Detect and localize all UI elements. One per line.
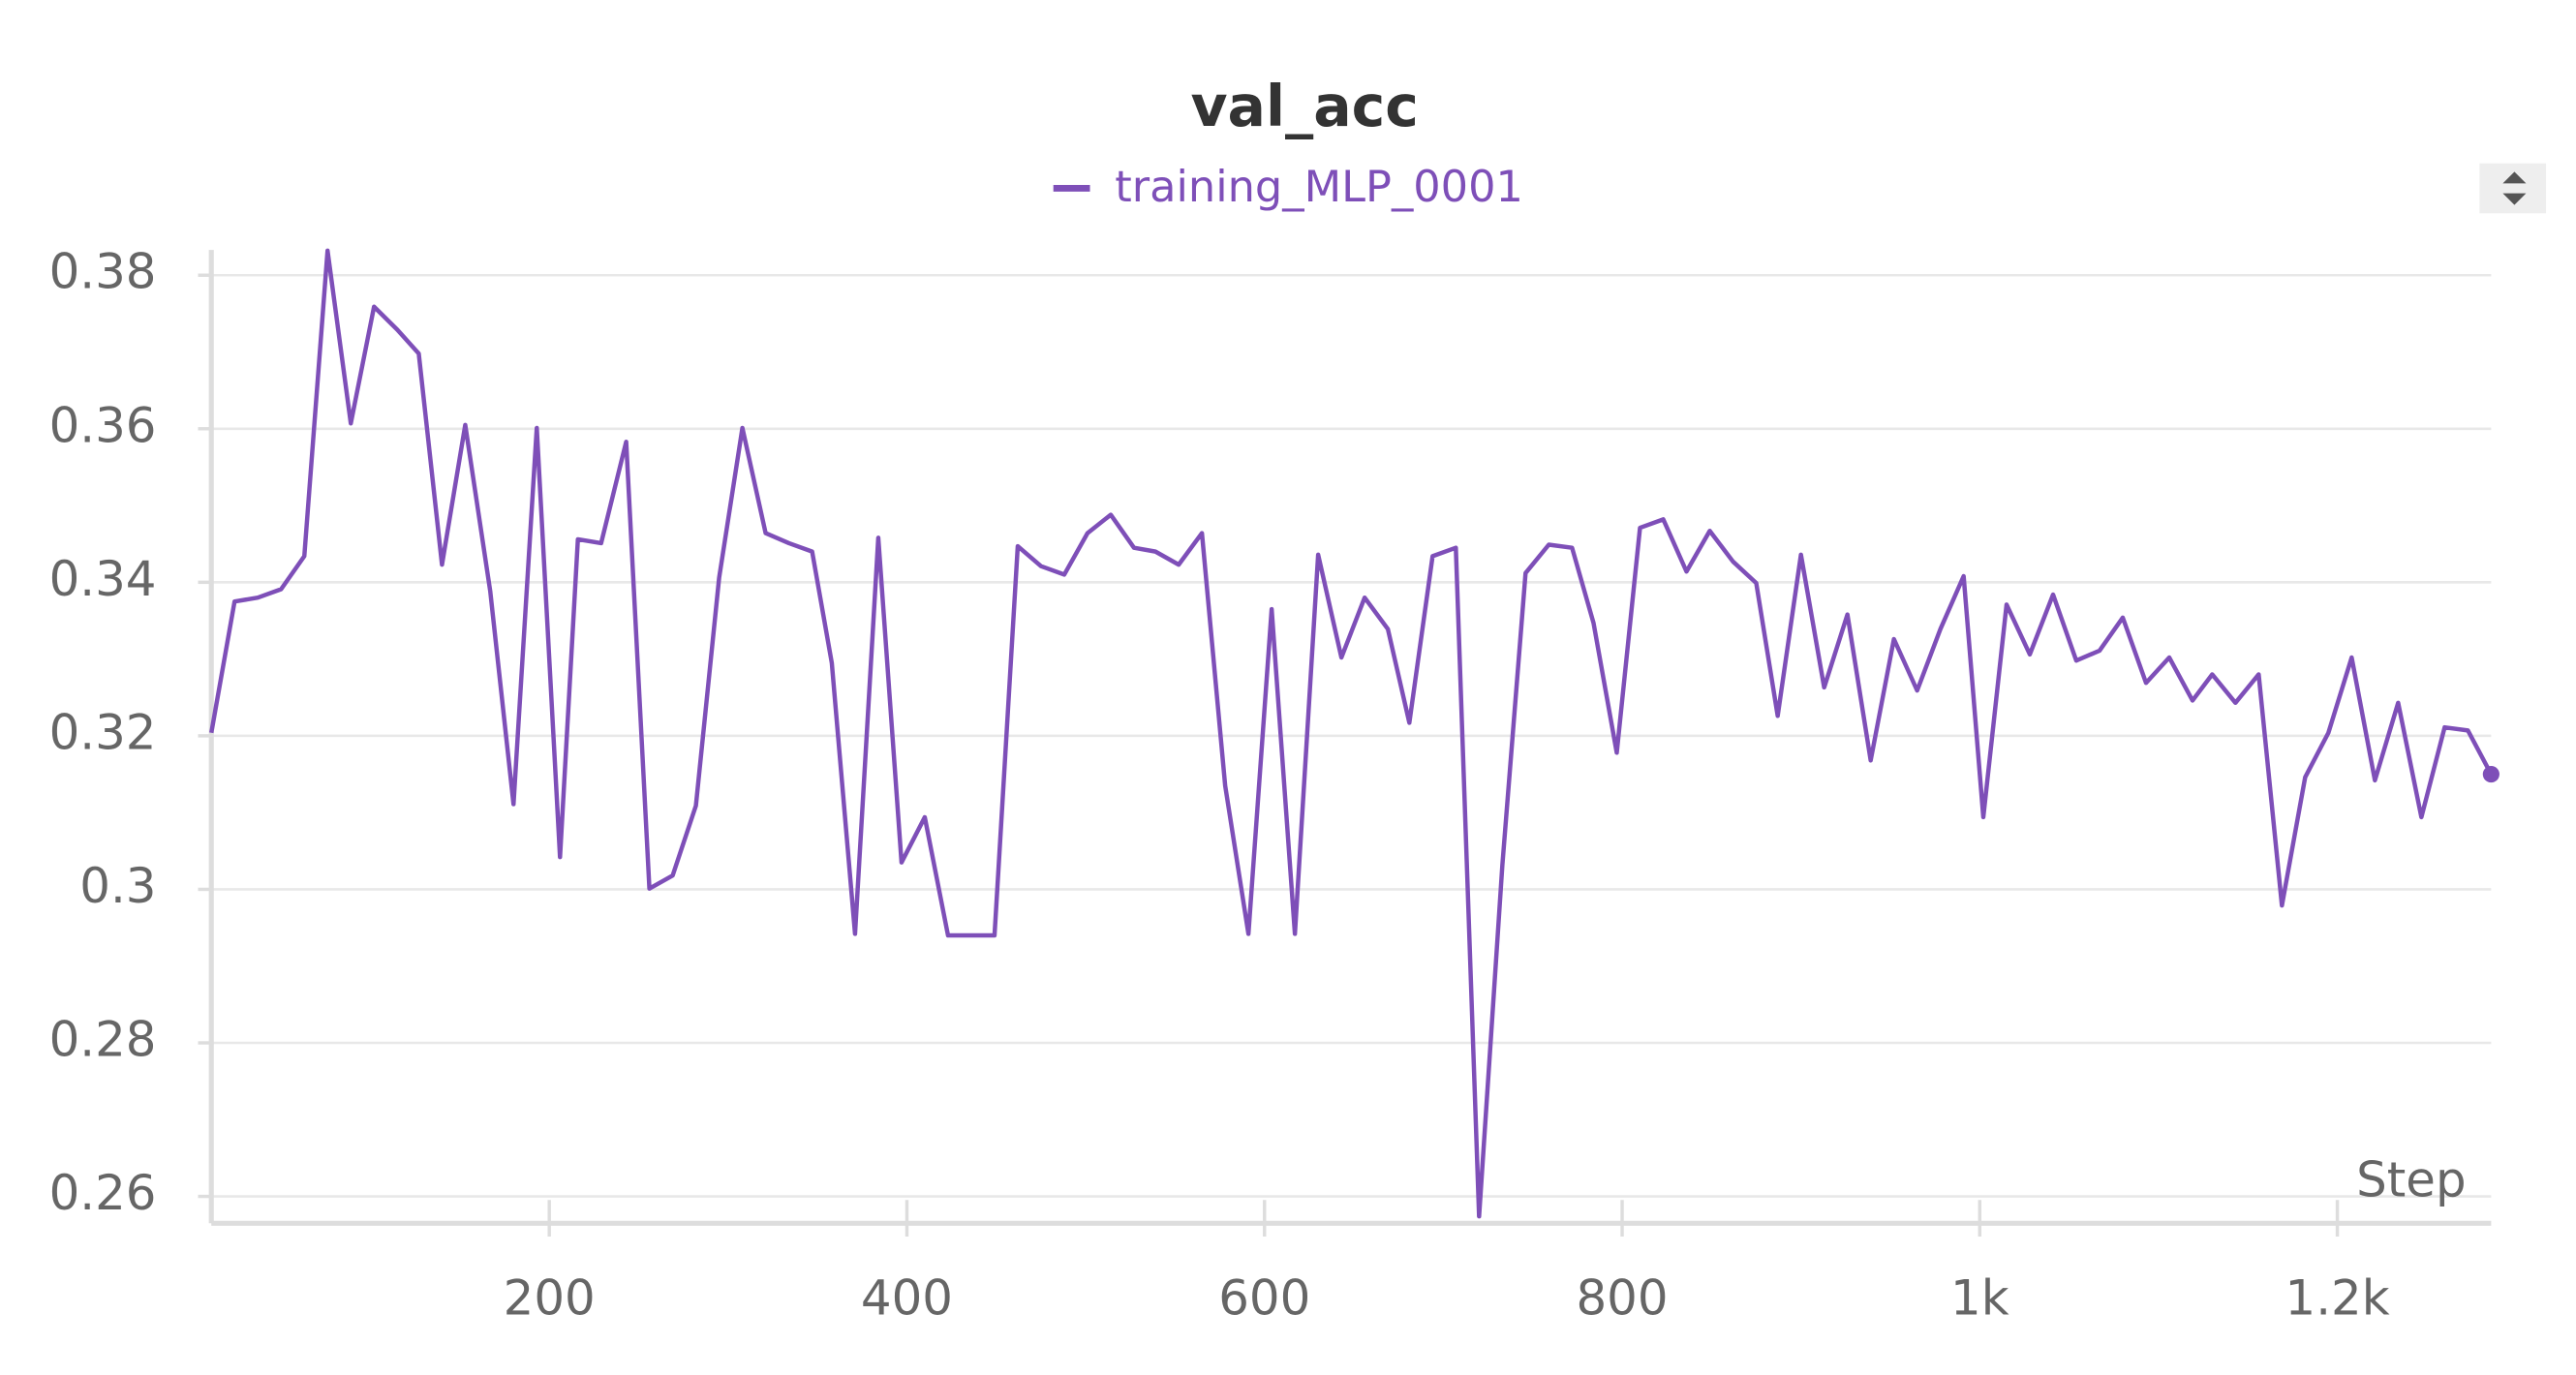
y-tick-label: 0.26 [49,1165,157,1221]
x-tick-label: 1k [1950,1270,2009,1327]
y-tick-label: 0.36 [49,397,157,453]
x-tick-label: 200 [504,1270,596,1327]
y-tick-label: 0.34 [49,551,157,607]
x-tick-label: 600 [1218,1270,1310,1327]
x-tick-label: 800 [1576,1270,1668,1327]
y-tick-label: 0.38 [49,244,157,300]
chart-title: val_acc [1190,74,1418,139]
x-axis-label: Step [2356,1152,2466,1208]
y-tick-label: 0.3 [79,858,156,914]
end-point [2482,765,2499,783]
series-line [209,248,2494,1219]
y-tick-label: 0.28 [49,1012,157,1068]
x-tick-label: 400 [861,1270,953,1327]
legend-label: training_MLP_0001 [1115,162,1523,212]
scroll-control-bg[interactable] [2479,163,2547,214]
scroll-arrows[interactable] [2502,171,2527,205]
x-tick-label: 1.2k [2285,1270,2390,1327]
y-tick-label: 0.32 [49,704,157,760]
scroll-control[interactable] [2479,163,2547,214]
